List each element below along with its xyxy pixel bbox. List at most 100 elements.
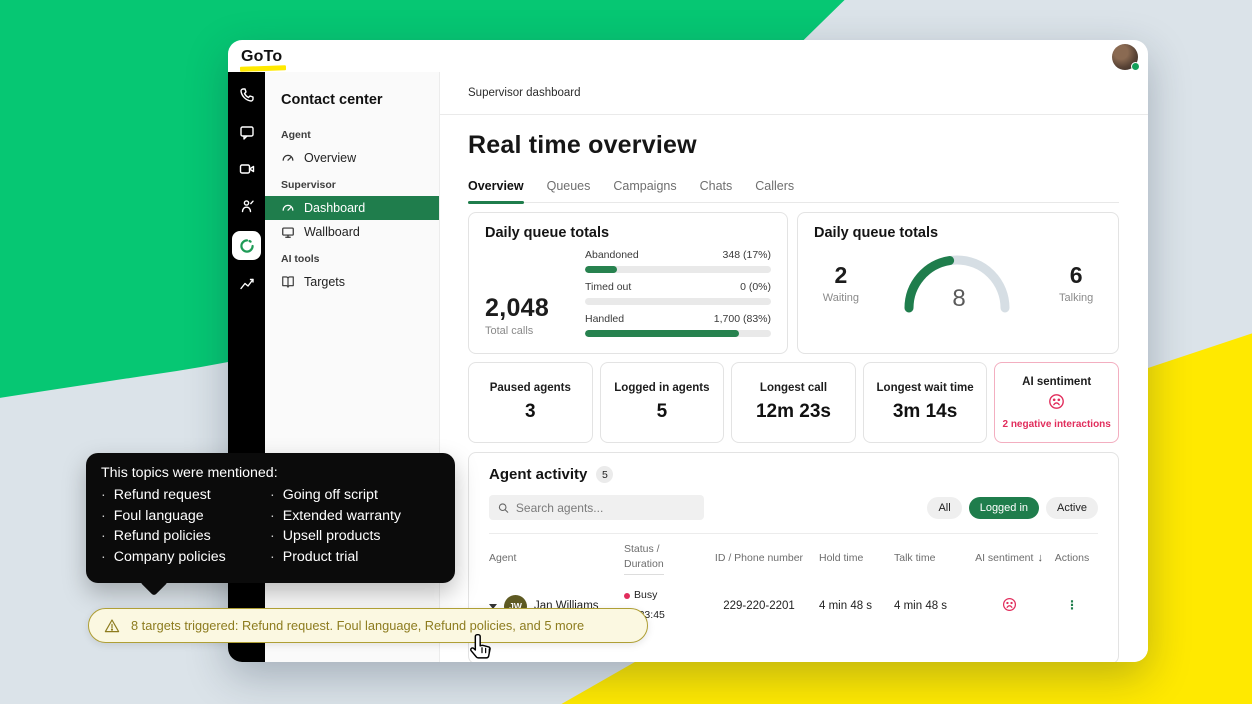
nav-section-supervisor: Supervisor	[281, 179, 336, 191]
tooltip-topic: Foul language	[113, 507, 204, 524]
line-chart-icon[interactable]	[238, 275, 256, 293]
nav-item-label: Wallboard	[304, 225, 360, 239]
sad-face-icon	[1048, 393, 1065, 415]
col-agent: Agent	[489, 552, 517, 565]
tooltip-topic: Product trial	[282, 548, 359, 565]
bar-track	[585, 298, 771, 305]
ai-assistant-icon[interactable]	[232, 231, 261, 260]
bar-fill	[585, 266, 617, 273]
tab-campaigns[interactable]: Campaigns	[613, 179, 677, 193]
talking-label: Talking	[1059, 292, 1094, 304]
bar-handled: Handled 1,700 (83%)	[585, 313, 771, 337]
tab-chats[interactable]: Chats	[699, 179, 733, 193]
bar-value: 1,700 (83%)	[713, 313, 771, 325]
col-status-duration[interactable]: Status / Duration	[624, 542, 699, 576]
busy-status-dot	[624, 593, 630, 600]
breadcrumb: Supervisor dashboard	[440, 72, 1148, 115]
nav-title: Contact center	[281, 92, 383, 108]
tooltip-title: This topics were mentioned:	[101, 465, 278, 481]
stat-value: 3	[525, 401, 536, 422]
queue-gauge: 8	[901, 251, 1017, 315]
stat-longest-wait-time: Longest wait time 3m 14s	[862, 362, 988, 443]
row-actions-kebab-icon[interactable]: ⋮	[1066, 598, 1078, 613]
stat-value: 12m 23s	[755, 401, 831, 422]
sort-descending-icon[interactable]: ↓	[1037, 551, 1043, 564]
nav-item-dashboard[interactable]: Dashboard	[265, 196, 439, 220]
filter-all[interactable]: All	[927, 496, 962, 519]
bar-label: Handled	[585, 313, 625, 325]
search-agents-input[interactable]	[515, 500, 695, 515]
nav-item-targets[interactable]: Targets	[265, 270, 439, 294]
gauge-fill	[904, 255, 1010, 313]
tooltip-topic: Refund request	[113, 487, 211, 503]
bar-abandoned: Abandoned 348 (17%)	[585, 249, 771, 273]
tooltip-topic: Upsell products	[282, 528, 381, 544]
bar-value: 348 (17%)	[722, 249, 771, 261]
ai-sentiment-card[interactable]: AI sentiment 2 negative interactions	[994, 362, 1119, 443]
col-ai-sentiment[interactable]: AI sentiment ↓	[975, 551, 1043, 564]
agent-hold-time: 4 min 48 s	[819, 600, 873, 613]
bar-timed-out: Timed out 0 (0%)	[585, 281, 771, 305]
stat-label: Longest wait time	[876, 382, 974, 394]
bar-label: Timed out	[585, 281, 632, 293]
nav-section-agent: Agent	[281, 129, 311, 141]
tooltip-topic: Extended warranty	[282, 507, 402, 524]
total-calls-value: 2,048	[485, 294, 550, 322]
breadcrumb-text: Supervisor dashboard	[468, 87, 581, 99]
bar-track	[585, 266, 771, 273]
total-calls-label: Total calls	[485, 325, 534, 337]
col-actions: Actions	[1054, 552, 1090, 565]
tab-queues[interactable]: Queues	[546, 179, 591, 193]
banner-text: 8 targets triggered: Refund request. Fou…	[131, 618, 585, 633]
search-agents-field[interactable]	[489, 495, 704, 520]
divider	[489, 533, 1098, 534]
agent-sentiment[interactable]	[969, 597, 1049, 615]
agent-phone: 229-220-2201	[723, 600, 795, 613]
nav-item-wallboard[interactable]: Wallboard	[265, 220, 439, 244]
video-camera-icon[interactable]	[238, 160, 256, 178]
stat-longest-call: Longest call 12m 23s	[731, 362, 856, 443]
waiting-stat: 2 Waiting	[823, 262, 859, 304]
agent-talk-time: 4 min 48 s	[894, 600, 948, 613]
filter-active[interactable]: Active	[1046, 496, 1098, 519]
expand-caret-icon[interactable]	[489, 603, 497, 609]
tab-overview[interactable]: Overview	[468, 179, 524, 204]
nav-item-overview[interactable]: Overview	[265, 146, 439, 170]
bar-fill	[585, 330, 740, 337]
user-avatar[interactable]	[1112, 44, 1140, 71]
search-icon	[498, 502, 509, 513]
filter-logged-in[interactable]: Logged in	[968, 496, 1040, 519]
meeting-people-icon[interactable]	[238, 197, 256, 215]
gauge-icon	[282, 154, 294, 161]
waiting-label: Waiting	[822, 292, 860, 304]
stat-value: 3m 14s	[892, 401, 958, 422]
talking-value: 6	[1069, 262, 1083, 288]
tooltip-topic: Company policies	[113, 548, 226, 565]
book-icon	[282, 276, 294, 288]
topics-tooltip: This topics were mentioned: · Refund requ…	[86, 453, 455, 597]
stat-label: Logged in agents	[614, 382, 710, 394]
agent-filters: All Logged in Active	[927, 496, 1098, 519]
stat-logged-in-agents: Logged in agents 5	[599, 362, 725, 443]
sentiment-note: 2 negative interactions	[1002, 418, 1111, 430]
goto-logo-text: GoTo	[241, 48, 283, 65]
presence-dot	[1131, 62, 1140, 71]
goto-logo: GoTo	[239, 48, 287, 72]
waiting-value: 2	[834, 262, 848, 288]
stat-label: Paused agents	[489, 382, 571, 394]
card-title: Daily queue totals	[814, 225, 939, 241]
bar-label: Abandoned	[585, 249, 639, 261]
agent-activity-title: Agent activity	[489, 466, 588, 483]
goto-logo-underline	[239, 65, 287, 72]
gauge-icon	[282, 204, 294, 211]
chat-icon[interactable]	[238, 123, 256, 141]
targets-triggered-banner[interactable]: 8 targets triggered: Refund request. Fou…	[88, 608, 648, 643]
phone-icon[interactable]	[238, 86, 256, 104]
stat-label: Longest call	[759, 382, 828, 394]
tab-callers[interactable]: Callers	[755, 179, 795, 193]
sad-face-icon	[1002, 598, 1016, 612]
stat-paused-agents: Paused agents 3	[468, 362, 593, 443]
nav-item-label: Overview	[304, 151, 357, 165]
hand-cursor	[467, 632, 497, 671]
nav-item-label: Dashboard	[304, 201, 366, 215]
